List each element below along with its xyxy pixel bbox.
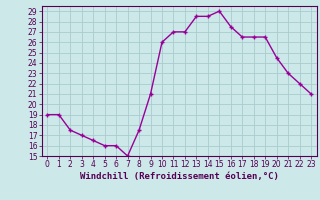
X-axis label: Windchill (Refroidissement éolien,°C): Windchill (Refroidissement éolien,°C): [80, 172, 279, 181]
